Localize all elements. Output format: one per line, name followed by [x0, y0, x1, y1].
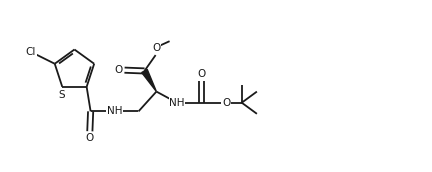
Text: O: O — [86, 133, 94, 143]
Text: O: O — [198, 69, 206, 79]
Polygon shape — [142, 69, 156, 92]
Text: Cl: Cl — [25, 47, 36, 57]
Text: NH: NH — [107, 106, 122, 116]
Text: NH: NH — [169, 98, 185, 108]
Text: S: S — [58, 90, 65, 100]
Text: O: O — [152, 42, 160, 52]
Text: O: O — [222, 98, 231, 108]
Text: O: O — [114, 65, 122, 75]
